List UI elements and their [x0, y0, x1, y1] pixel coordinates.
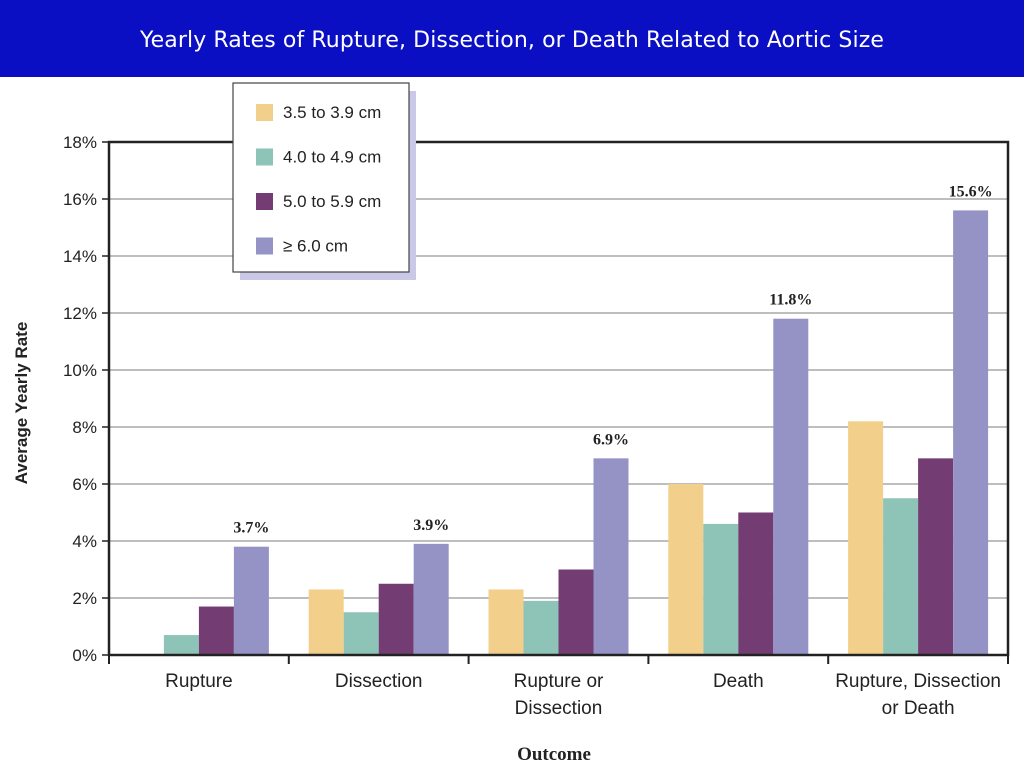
- x-tick-label: or Death: [882, 698, 955, 719]
- bars: [163, 210, 989, 655]
- legend-label: 5.0 to 5.9 cm: [283, 192, 381, 211]
- data-label: 3.9%: [413, 517, 449, 534]
- x-tick-label: Rupture, Dissection: [835, 671, 1001, 692]
- bar: [883, 498, 919, 655]
- y-tick-label: 12%: [63, 304, 97, 323]
- bar: [378, 583, 414, 655]
- bar: [488, 589, 524, 655]
- y-tick-label: 8%: [72, 418, 97, 437]
- bar: [233, 546, 269, 655]
- bar: [773, 318, 809, 655]
- bar: [593, 458, 629, 655]
- y-tick-label: 0%: [72, 646, 97, 665]
- data-label: 3.7%: [233, 520, 269, 537]
- x-tick-label: Dissection: [515, 698, 603, 719]
- legend-swatch: [256, 148, 273, 166]
- x-tick-label: Rupture: [165, 671, 233, 692]
- y-tick-label: 4%: [72, 532, 97, 551]
- bar: [703, 523, 739, 655]
- slide-header: Yearly Rates of Rupture, Dissection, or …: [0, 0, 1024, 77]
- x-tick-label: Death: [713, 671, 764, 692]
- axes: 0% 2% 4% 6% 8% 10% 12% 14% 16% 18% Rupture Dissecti…: [63, 133, 1010, 719]
- bar: [738, 512, 774, 655]
- legend-swatch: [256, 104, 273, 121]
- x-tick-label: Rupture or: [514, 671, 604, 692]
- bar: [918, 458, 954, 655]
- slide-title: Yearly Rates of Rupture, Dissection, or …: [140, 28, 884, 53]
- bar: [558, 569, 594, 655]
- legend-swatch: [256, 237, 273, 255]
- plot-frame: [107, 140, 1010, 657]
- bar: [308, 589, 344, 655]
- y-tick-label: 14%: [63, 247, 97, 266]
- y-tick-label: 6%: [72, 475, 97, 494]
- y-tick-label: 16%: [63, 190, 97, 209]
- y-tick-label: 10%: [63, 361, 97, 380]
- y-axis-title: Average Yearly Rate: [12, 322, 31, 485]
- bar-chart: 0% 2% 4% 6% 8% 10% 12% 14% 16% 18% Rupture Dissecti…: [12, 82, 1010, 765]
- x-tick-label: Dissection: [335, 671, 423, 692]
- data-label: 11.8%: [769, 292, 812, 309]
- bar: [668, 484, 704, 655]
- data-label: 6.9%: [593, 431, 629, 448]
- bar: [523, 600, 559, 655]
- data-labels: 3.7% 3.9% 6.9% 11.8% 15.6%: [233, 183, 992, 536]
- y-tick-label: 18%: [63, 133, 97, 152]
- bar: [343, 612, 379, 655]
- bar: [953, 210, 989, 655]
- data-label: 15.6%: [949, 183, 993, 200]
- legend-label: ≥ 6.0 cm: [283, 237, 348, 256]
- legend-swatch: [256, 193, 273, 210]
- legend-label: 4.0 to 4.9 cm: [283, 148, 381, 167]
- bar: [413, 543, 449, 655]
- bar: [163, 635, 199, 655]
- x-axis-title: Outcome: [517, 744, 591, 765]
- legend-label: 3.5 to 3.9 cm: [283, 103, 381, 122]
- bar: [848, 421, 884, 655]
- y-tick-label: 2%: [72, 589, 97, 608]
- legend: 3.5 to 3.9 cm 4.0 to 4.9 cm 5.0 to 5.9 cm ≥…: [232, 82, 416, 280]
- bar: [198, 606, 234, 655]
